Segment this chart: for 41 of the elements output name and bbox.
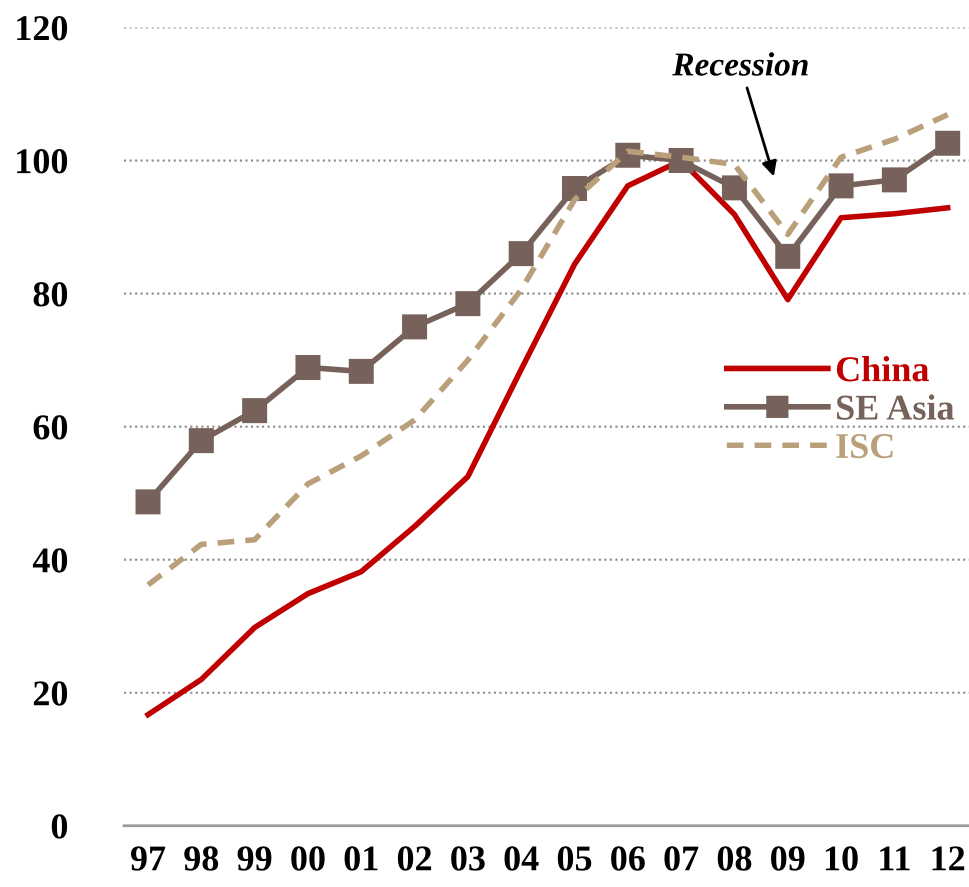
y-tick-label: 0 (52, 814, 68, 839)
x-tick-label: 09 (771, 846, 804, 871)
x-tick-label: 97 (130, 846, 166, 871)
x-tick-label: 98 (184, 846, 218, 871)
x-tick-label: 11 (880, 846, 910, 870)
x-tick-label: 12 (932, 846, 964, 870)
y-tick-label: 100 (17, 149, 68, 174)
point (136, 489, 161, 514)
legend-label: China (836, 356, 929, 382)
x-tick-label: 07 (664, 846, 698, 871)
point (402, 314, 428, 340)
point (722, 175, 747, 200)
point (348, 358, 374, 384)
x-tick-label: 00 (291, 846, 325, 871)
annotation: Recession (672, 52, 808, 76)
point (295, 354, 320, 380)
legend-label: SE Asia (837, 394, 954, 420)
point (935, 130, 960, 156)
point (242, 398, 268, 424)
y-tick-label: 60 (34, 415, 68, 440)
x-tick-label: 02 (398, 846, 432, 871)
x-tick-label: 10 (826, 846, 858, 871)
point (828, 173, 854, 198)
y-tick-label: 80 (34, 282, 68, 306)
point (455, 291, 480, 316)
point (508, 241, 534, 266)
x-tick-label: 01 (344, 846, 378, 871)
point (775, 244, 800, 269)
legend-label: ISC (836, 434, 893, 458)
x-tick-label: 04 (504, 846, 539, 871)
x-tick-label: 05 (558, 846, 592, 871)
y-tick-label: 40 (32, 548, 68, 573)
x-tick-label: 99 (238, 846, 272, 871)
y-tick-label: 20 (34, 681, 68, 706)
point (188, 428, 214, 454)
x-tick-label: 06 (611, 846, 645, 871)
point (562, 176, 588, 201)
x-tick-label: 08 (718, 846, 752, 871)
y-tick-label: 120 (17, 16, 68, 40)
x-tick-label: 03 (451, 846, 485, 871)
point (882, 167, 907, 192)
